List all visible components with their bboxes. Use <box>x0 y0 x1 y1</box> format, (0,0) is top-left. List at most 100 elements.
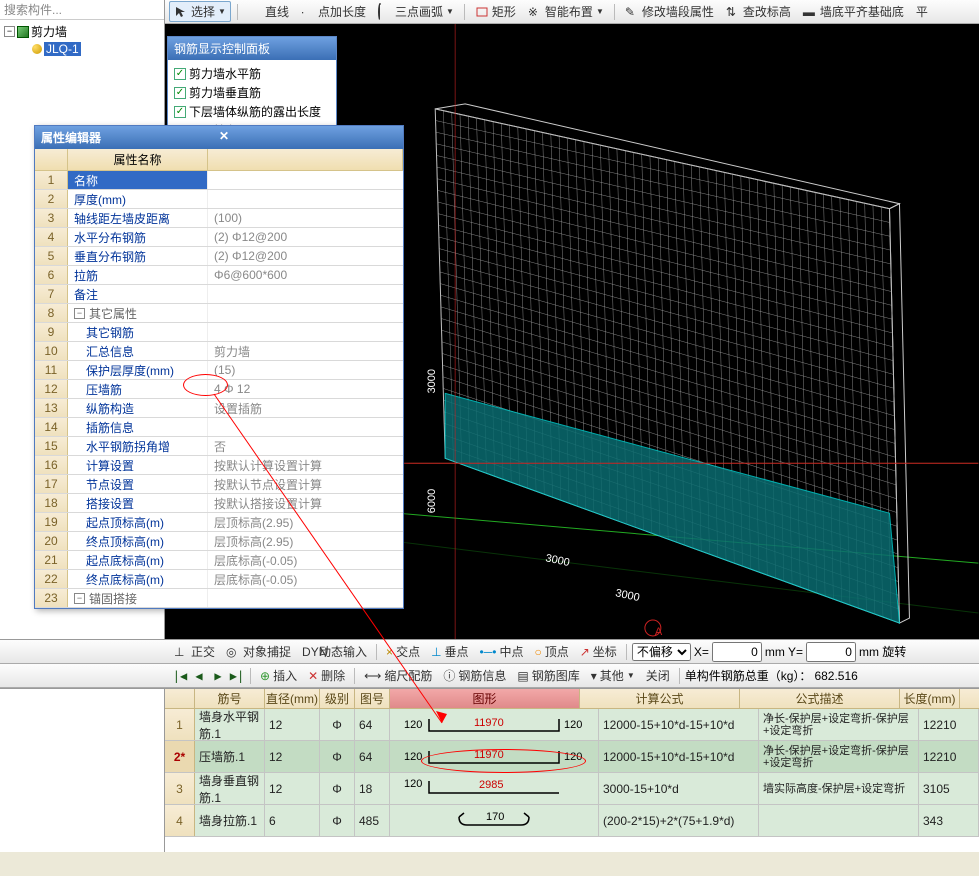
property-row[interactable]: 20终点顶标高(m)层顶标高(2.95) <box>35 532 403 551</box>
smart-layout-tool[interactable]: ※智能布置▼ <box>524 2 608 21</box>
results-header-cell[interactable]: 计算公式 <box>580 689 740 708</box>
check-elev-tool[interactable]: ⇅查改标高 <box>722 2 795 21</box>
rebar-panel-title: 钢筋显示控制面板 <box>168 37 336 60</box>
svg-text:2985: 2985 <box>479 779 503 791</box>
snap-toggle[interactable]: ◎对象捕捉 <box>222 642 295 661</box>
close-icon[interactable]: ✕ <box>219 129 397 146</box>
delete-button[interactable]: ✕删除 <box>304 666 349 685</box>
insert-button[interactable]: ⊕插入 <box>256 666 301 685</box>
ortho-toggle[interactable]: ⊥正交 <box>170 642 219 661</box>
results-left-gutter <box>0 689 165 852</box>
property-row[interactable]: 22终点底标高(m)层底标高(-0.05) <box>35 570 403 589</box>
property-row[interactable]: 1名称 <box>35 171 403 190</box>
property-row[interactable]: 17节点设置按默认节点设置计算 <box>35 475 403 494</box>
tree-child-label: JLQ-1 <box>44 42 81 56</box>
property-row[interactable]: 6拉筋Φ6@600*600 <box>35 266 403 285</box>
property-row[interactable]: 12压墙筋4 Φ 12 <box>35 380 403 399</box>
rebar-lib-button[interactable]: ▤钢筋图库 <box>513 666 583 685</box>
property-row[interactable]: 19起点顶标高(m)层顶标高(2.95) <box>35 513 403 532</box>
scale-rebar-button[interactable]: ⟷缩尺配筋 <box>360 666 436 685</box>
property-row[interactable]: 15水平钢筋拐角增否 <box>35 437 403 456</box>
rebar-result-toolbar: |◀ ◀ ▶ ▶| ⊕插入 ✕删除 ⟷缩尺配筋 ⓘ钢筋信息 ▤钢筋图库 ▾其他▼… <box>0 664 979 688</box>
rebar-display-option[interactable]: ✓剪力墙垂直筋 <box>174 83 330 102</box>
property-row[interactable]: 9其它钢筋 <box>35 323 403 342</box>
y-input[interactable] <box>806 642 856 662</box>
rebar-info-button[interactable]: ⓘ钢筋信息 <box>439 666 510 685</box>
line-tool[interactable]: 直线 <box>244 2 293 21</box>
results-header-cell[interactable]: 直径(mm) <box>265 689 320 708</box>
dyn-toggle[interactable]: DYN动态输入 <box>298 642 371 661</box>
property-row[interactable]: 5垂直分布钢筋(2) Φ12@200 <box>35 247 403 266</box>
nav-last[interactable]: ▶| <box>229 668 245 684</box>
offset-mode-select[interactable]: 不偏移 <box>632 643 691 661</box>
property-row[interactable]: 3轴线距左墙皮距离(100) <box>35 209 403 228</box>
rect-tool[interactable]: 矩形 <box>471 2 520 21</box>
collapse-icon[interactable]: − <box>74 593 85 604</box>
checkbox-icon: ✓ <box>174 68 186 80</box>
nav-first[interactable]: |◀ <box>172 668 188 684</box>
rebar-display-option[interactable]: ✓下层墙体纵筋的露出长度 <box>174 102 330 121</box>
arc3-tool[interactable]: 三点画弧▼ <box>374 2 458 21</box>
svg-text:3000: 3000 <box>426 369 438 393</box>
nav-next[interactable]: ▶ <box>210 668 226 684</box>
rebar-display-option[interactable]: ✓剪力墙水平筋 <box>174 64 330 83</box>
results-header-cell[interactable] <box>165 689 195 708</box>
other-button[interactable]: ▾其他▼ <box>587 666 639 685</box>
snap-icon: ◎ <box>226 645 240 659</box>
rect-icon <box>475 5 489 19</box>
results-header-cell[interactable]: 长度(mm) <box>900 689 960 708</box>
x-label: X= <box>694 645 709 659</box>
svg-text:6000: 6000 <box>426 489 438 513</box>
property-row[interactable]: 21起点底标高(m)层底标高(-0.05) <box>35 551 403 570</box>
results-row[interactable]: 1墙身水平钢筋.112Φ641201197012012000-15+10*d-1… <box>165 709 979 741</box>
coord-snap[interactable]: ↗坐标 <box>576 642 621 661</box>
property-row[interactable]: 10汇总信息剪力墙 <box>35 342 403 361</box>
property-row[interactable]: 2厚度(mm) <box>35 190 403 209</box>
results-header-cell[interactable]: 图号 <box>355 689 390 708</box>
close-button[interactable]: 关闭 <box>642 666 674 685</box>
point-icon: ∙ <box>301 5 315 19</box>
property-row[interactable]: 11保护层厚度(mm)(15) <box>35 361 403 380</box>
property-row[interactable]: 23−锚固搭接 <box>35 589 403 608</box>
property-row[interactable]: 13纵筋构造设置插筋 <box>35 399 403 418</box>
property-row[interactable]: 4水平分布钢筋(2) Φ12@200 <box>35 228 403 247</box>
cross-snap[interactable]: ×交点 <box>382 642 424 661</box>
x-input[interactable] <box>712 642 762 662</box>
r-label: mm 旋转 <box>859 643 906 660</box>
nav-prev[interactable]: ◀ <box>191 668 207 684</box>
property-row[interactable]: 18搭接设置按默认搭接设置计算 <box>35 494 403 513</box>
collapse-icon[interactable]: − <box>4 26 15 37</box>
property-row[interactable]: 14插筋信息 <box>35 418 403 437</box>
tree-root-item[interactable]: − 剪力墙 <box>2 22 162 41</box>
results-row[interactable]: 2*压墙筋.112Φ641201197012012000-15+10*d-15+… <box>165 741 979 773</box>
modify-segment-tool[interactable]: ✎修改墙段属性 <box>621 2 718 21</box>
select-tool[interactable]: 选择 ▼ <box>169 1 231 22</box>
search-input[interactable]: 搜索构件... <box>0 0 164 20</box>
svg-text:120: 120 <box>404 778 422 790</box>
base-icon: ▬ <box>803 5 817 19</box>
wall-base-tool[interactable]: ▬墙底平齐基础底 <box>799 2 908 21</box>
results-header-cell[interactable]: 级别 <box>320 689 355 708</box>
results-header-cell[interactable]: 图形 <box>390 689 580 708</box>
collapse-icon[interactable]: − <box>74 308 85 319</box>
mid-snap[interactable]: •─•中点 <box>476 642 528 661</box>
point-add-tool[interactable]: ∙点加长度 <box>297 2 370 21</box>
results-header-cell[interactable]: 筋号 <box>195 689 265 708</box>
property-row[interactable]: 8−其它属性 <box>35 304 403 323</box>
flat-tool[interactable]: 平 <box>912 2 932 21</box>
perp-snap[interactable]: ⊥垂点 <box>427 642 472 661</box>
top-snap[interactable]: ○顶点 <box>530 642 572 661</box>
tree-root-label: 剪力墙 <box>31 23 67 40</box>
property-row[interactable]: 16计算设置按默认计算设置计算 <box>35 456 403 475</box>
results-header-cell[interactable]: 公式描述 <box>740 689 900 708</box>
property-row[interactable]: 7备注 <box>35 285 403 304</box>
svg-text:120: 120 <box>564 719 582 731</box>
tree-child-item[interactable]: JLQ-1 <box>2 41 162 57</box>
results-row[interactable]: 3墙身垂直钢筋.112Φ1812029853000-15+10*d墙实际高度-保… <box>165 773 979 805</box>
element-icon <box>32 44 42 54</box>
results-row[interactable]: 4墙身拉筋.16Φ485170(200-2*15)+2*(75+1.9*d)34… <box>165 805 979 837</box>
property-editor-title: 属性编辑器 <box>41 129 219 146</box>
rebar-results-table: 筋号直径(mm)级别图号图形计算公式公式描述长度(mm) 1墙身水平钢筋.112… <box>165 689 979 852</box>
checkbox-icon: ✓ <box>174 87 186 99</box>
svg-text:11970: 11970 <box>474 749 504 761</box>
